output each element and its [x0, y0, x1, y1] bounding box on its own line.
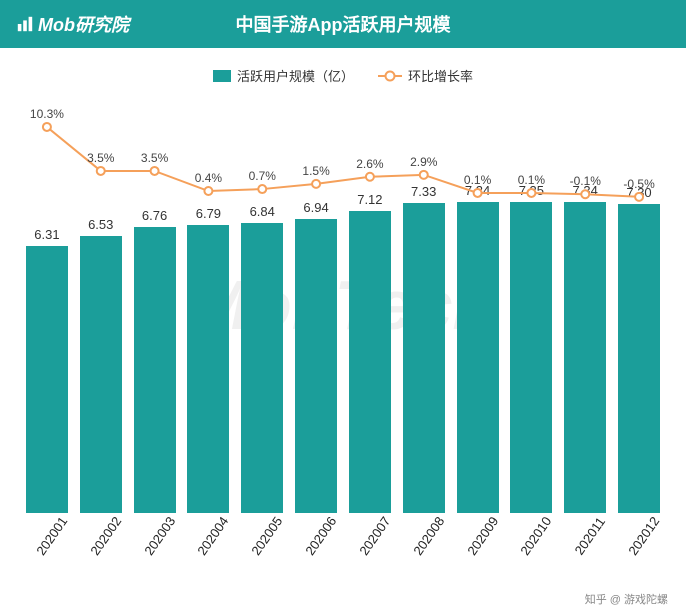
bars-group: 6.31 6.53 6.76 6.79 6.84 6.94 7.12 7.33 7.347.35…: [20, 153, 666, 513]
bar-value-label: 6.79: [196, 206, 221, 221]
growth-label: 10.3%: [30, 107, 64, 121]
x-tick: 202002: [84, 510, 127, 563]
bar: [80, 236, 122, 513]
x-tick: 202009: [461, 510, 504, 563]
bar-wrap: 7.35: [504, 183, 558, 513]
bar: [618, 204, 660, 513]
bar-wrap: 6.31: [20, 227, 74, 513]
growth-label: 3.5%: [141, 151, 168, 165]
header-bar: Mob研究院 中国手游App活跃用户规模: [0, 0, 686, 48]
legend: 活跃用户规模（亿） 环比增长率: [0, 48, 686, 93]
x-tick: 202008: [407, 510, 450, 563]
bar: [510, 202, 552, 513]
bar: [403, 203, 445, 513]
growth-label: 0.7%: [249, 169, 276, 183]
x-tick: 202012: [622, 510, 665, 563]
bar-wrap: 7.12: [343, 192, 397, 513]
plot: 6.31 6.53 6.76 6.79 6.84 6.94 7.12 7.33 7.347.35…: [20, 93, 666, 513]
chart-area: MobTech 6.316.536.766.796.846.947.127.33…: [20, 93, 666, 553]
footer-attribution: 知乎 @ 游戏陀螺: [585, 591, 668, 607]
bar: [187, 225, 229, 513]
bar: [134, 227, 176, 513]
x-tick: 202005: [246, 510, 289, 563]
legend-bar-swatch: [213, 70, 231, 82]
x-tick: 202001: [30, 510, 73, 563]
bar-value-label: 6.31: [34, 227, 59, 242]
bar-wrap: 7.30: [612, 185, 666, 513]
bar: [26, 246, 68, 513]
bar: [564, 202, 606, 513]
bar-value-label: 7.12: [357, 192, 382, 207]
legend-bar-item: 活跃用户规模（亿）: [213, 66, 354, 85]
x-tick: 202010: [515, 510, 558, 563]
x-axis: 2020012020022020032020042020052020062020…: [20, 525, 666, 540]
bar-wrap: 7.34: [558, 183, 612, 513]
chart-container: Mob研究院 中国手游App活跃用户规模 活跃用户规模（亿） 环比增长率 Mob…: [0, 0, 686, 613]
bar-wrap: 7.34: [451, 183, 505, 513]
logo: Mob研究院: [16, 11, 129, 37]
bar-value-label: 6.53: [88, 217, 113, 232]
bar-wrap: 6.84: [235, 204, 289, 513]
legend-line-label: 环比增长率: [408, 66, 473, 85]
bar-value-label: 6.94: [303, 200, 328, 215]
growth-label: 0.4%: [195, 171, 222, 185]
growth-label: 2.9%: [410, 155, 437, 169]
x-tick: 202007: [353, 510, 396, 563]
x-tick: 202006: [299, 510, 342, 563]
growth-label: 2.6%: [356, 157, 383, 171]
bar-wrap: 6.79: [181, 206, 235, 513]
bar: [241, 223, 283, 513]
bar-value-label: 6.76: [142, 208, 167, 223]
growth-label: -0.5%: [623, 177, 654, 191]
growth-label: 0.1%: [464, 173, 491, 187]
bar: [295, 219, 337, 513]
legend-bar-label: 活跃用户规模（亿）: [237, 66, 354, 85]
x-tick: 202003: [138, 510, 181, 563]
growth-label: 3.5%: [87, 151, 114, 165]
growth-label: -0.1%: [570, 174, 601, 188]
bar-wrap: 6.76: [128, 208, 182, 513]
bar-wrap: 7.33: [397, 184, 451, 513]
legend-line-swatch: [378, 75, 402, 77]
bar-wrap: 6.94: [289, 200, 343, 513]
bar: [457, 202, 499, 513]
chart-title: 中国手游App活跃用户规模: [236, 11, 451, 37]
bar-value-label: 7.33: [411, 184, 436, 199]
bar: [349, 211, 391, 513]
x-tick: 202004: [192, 510, 235, 563]
growth-label: 0.1%: [518, 173, 545, 187]
legend-line-item: 环比增长率: [378, 66, 473, 85]
logo-text: Mob研究院: [38, 11, 129, 37]
bar-wrap: 6.53: [74, 217, 128, 513]
bar-value-label: 6.84: [250, 204, 275, 219]
growth-label: 1.5%: [302, 164, 329, 178]
x-tick: 202011: [569, 510, 612, 563]
bar-chart-icon: [16, 15, 34, 33]
